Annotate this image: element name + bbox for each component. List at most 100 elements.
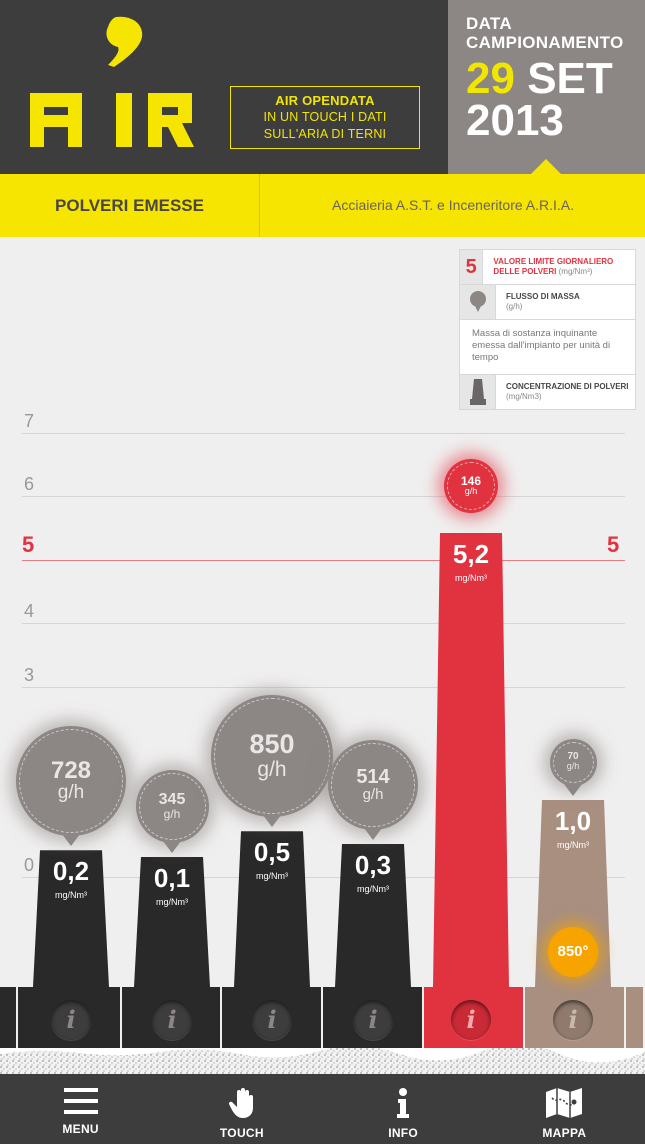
info-button-3[interactable]: i [252,1000,292,1040]
date-label-1: DATA [466,14,512,33]
nav-map-label: MAPPA [542,1126,587,1140]
flow-unit: g/h [57,781,85,803]
legend-concentration-unit: (mg/Nm3) [506,392,542,401]
concentration-unit: mg/Nm³ [55,890,87,901]
flow-value: 345 [158,790,186,808]
hand-icon [228,1088,253,1118]
concentration-value: 1,0 [554,805,592,836]
date-year: 2013 [466,96,564,145]
tab-plant-name[interactable]: Acciaieria A.S.T. e Inceneritore A.R.I.A… [332,197,574,213]
legend-flow-description: Massa di sostanza inquinante emessa dall… [459,320,636,375]
chimney-2[interactable]: 0,1 mg/Nm³ [134,856,210,987]
info-button-6[interactable]: i [553,1000,593,1040]
info-icon [397,1088,410,1118]
concentration-unit: mg/Nm³ [357,883,389,894]
nav-menu-label: MENU [62,1122,99,1136]
flow-unit: g/h [464,485,478,496]
nav-info-label: INFO [388,1126,419,1140]
sampling-date-box[interactable]: DATA CAMPIONAMENTO 29 SET 2013 [448,0,645,174]
date-label-2: CAMPIONAMENTO [466,33,624,52]
flow-unit: g/h [163,806,181,821]
concentration-value: 0,1 [153,862,191,893]
legend-concentration-label: CONCENTRAZIONE DI POLVERI [506,382,629,391]
concentration-unit: mg/Nm³ [455,572,487,583]
y-tick-4: 4 [24,601,35,621]
concentration-value: 5,2 [452,538,490,569]
concentration-value: 0,2 [52,856,90,887]
limit-line [22,559,625,561]
flow-bubble-4[interactable]: 514 g/h [328,739,418,830]
flow-value: 146 [460,473,482,488]
legend-limit-label: VALORE LIMITE GIORNALIERO DELLE POLVERI [493,257,614,276]
bubble-pointer [163,840,181,853]
legend-flow-label: FLUSSO DI MASSA [506,292,580,301]
chimney-5[interactable]: 5,2 mg/Nm³ [433,532,509,987]
tagline-line-3: SULL'ARIA DI TERNI [263,127,387,141]
limit-label-left: 5 [22,531,35,557]
gridline-0 [22,877,625,878]
legend-limit: 5 VALORE LIMITE GIORNALIERO DELLE POLVER… [459,249,636,285]
bubble-pointer [564,783,582,796]
header: AIR OPENDATA IN UN TOUCH I DATI SULL'ARI… [0,0,645,174]
tab-bar: POLVERI EMESSE Acciaieria A.S.T. e Incen… [0,174,645,237]
flow-value: 850 [249,729,295,760]
nav-info[interactable]: INFO [323,1074,484,1144]
sampling-date: 29 SET [466,57,645,101]
chimney-4[interactable]: 0,3 mg/Nm³ [335,843,411,987]
legend-flow-unit: (g/h) [506,302,523,311]
limit-value: 5 [465,255,477,278]
bubble-pointer [364,827,382,840]
gridline-3 [22,686,625,688]
flow-unit: g/h [257,758,287,782]
concentration-value: 0,3 [354,849,392,880]
chimney-3[interactable]: 0,5 mg/Nm³ [234,831,310,987]
info-button-1[interactable]: i [51,1000,91,1040]
legend-flow: FLUSSO DI MASSA (g/h) [459,284,636,320]
flow-value: 70 [567,751,579,763]
air-logo [30,16,194,147]
concentration-value: 0,5 [253,837,291,868]
legend: 5 VALORE LIMITE GIORNALIERO DELLE POLVER… [459,249,636,410]
chimney-base [0,987,18,1052]
date-month: SET [527,54,613,103]
flow-bubble-2[interactable]: 345 g/h [135,769,209,843]
flow-value: 514 [356,765,390,788]
chimney-6[interactable]: 1,0 mg/Nm³ [535,799,611,987]
emissions-chart: 0 3 4 6 7 5 5 0,2 mg/Nm³ 728 g/h i 0,1 mg/Nm³ 345 g/h i 0… [0,380,645,1080]
menu-icon [63,1088,98,1114]
chimney-1[interactable]: 0,2 mg/Nm³ [33,850,109,987]
bottom-nav: MENU TOUCH INFO MAPPA [0,1074,645,1144]
flow-bubble-3[interactable]: 850 g/h [211,695,333,818]
legend-limit-unit: (mg/Nm³) [558,267,593,276]
flow-unit: g/h [566,761,580,772]
flow-bubble-1[interactable]: 728 g/h [16,726,126,837]
nav-touch[interactable]: TOUCH [161,1074,322,1144]
y-tick-6: 6 [24,474,35,494]
gridline-6 [22,496,625,497]
info-button-5[interactable]: i [451,1000,491,1040]
concentration-unit: mg/Nm³ [256,871,288,882]
concentration-unit: mg/Nm³ [156,896,188,907]
info-button-2[interactable]: i [152,1000,192,1040]
tab-polveri-emesse[interactable]: POLVERI EMESSE [0,174,260,237]
info-button-4[interactable]: i [353,1000,393,1040]
tagline-title: AIR OPENDATA [275,93,375,108]
date-day: 29 [466,54,515,103]
map-icon [546,1088,583,1118]
bubble-icon [469,291,486,312]
flow-bubble-6[interactable]: 70 g/h [549,738,597,786]
legend-concentration: CONCENTRAZIONE DI POLVERI (mg/Nm3) [459,374,636,410]
nav-menu[interactable]: MENU [0,1074,161,1144]
chimney-icon [469,379,486,405]
gridline-4 [22,623,625,624]
y-tick-0: 0 [24,855,35,875]
flow-unit: g/h [362,785,384,803]
tagline: AIR OPENDATA IN UN TOUCH I DATI SULL'ARI… [230,86,420,149]
chimney-base [626,987,645,1052]
ground-texture [0,1044,645,1074]
bubble-pointer [62,834,80,847]
nav-map[interactable]: MAPPA [484,1074,645,1144]
nav-touch-label: TOUCH [219,1126,264,1140]
concentration-unit: mg/Nm³ [557,839,589,850]
flow-bubble-5[interactable]: 146 g/h [444,458,498,513]
